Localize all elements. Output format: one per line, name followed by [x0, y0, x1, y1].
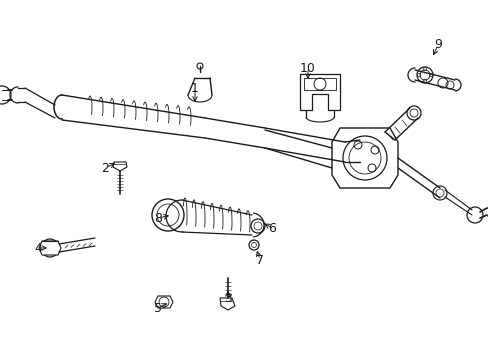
- Text: 10: 10: [300, 62, 315, 75]
- Polygon shape: [39, 241, 61, 255]
- Text: 2: 2: [101, 162, 109, 175]
- Text: 3: 3: [224, 292, 231, 305]
- Text: 5: 5: [154, 302, 162, 315]
- Polygon shape: [155, 296, 173, 308]
- Text: 8: 8: [154, 211, 162, 225]
- Text: 7: 7: [256, 253, 264, 266]
- Polygon shape: [113, 162, 127, 171]
- Text: 6: 6: [267, 221, 275, 234]
- Polygon shape: [220, 298, 235, 310]
- Text: 1: 1: [191, 81, 199, 94]
- Text: 4: 4: [34, 242, 42, 255]
- Text: 9: 9: [433, 39, 441, 51]
